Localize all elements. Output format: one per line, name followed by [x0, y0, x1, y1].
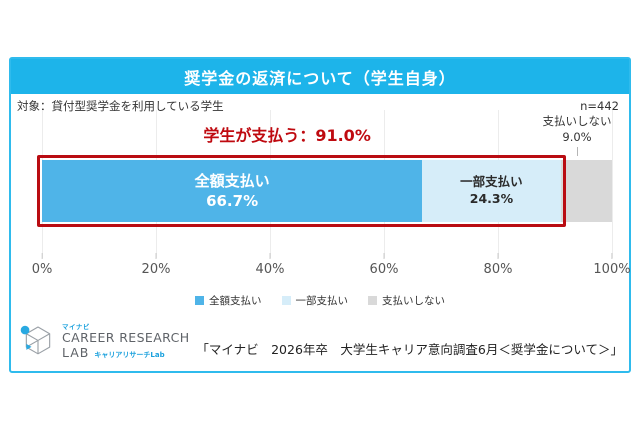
- x-tick: 60%: [369, 253, 399, 277]
- logo-sub: キャリアリサーチLab: [94, 350, 165, 359]
- no-pay-callout-value: 9.0%: [562, 129, 592, 144]
- legend-label: 一部支払い: [295, 294, 349, 307]
- x-tick: 100%: [593, 253, 631, 277]
- tick-mark: [155, 253, 157, 259]
- bar-segment-no-payment: [560, 160, 612, 222]
- legend-item: 全額支払い: [195, 293, 262, 308]
- no-pay-callout-label: 支払いしない: [542, 114, 612, 128]
- tick-mark: [497, 253, 499, 259]
- legend: 全額支払い 一部支払い 支払いしない: [11, 292, 629, 308]
- survey-card: 奨学金の返済について（学生自身） 対象：貸付型奨学金を利用している学生 n=44…: [9, 57, 631, 373]
- legend-swatch: [195, 295, 204, 305]
- x-axis: 0% 20% 40% 60% 80% 100%: [32, 253, 631, 283]
- x-tick-label: 60%: [369, 262, 399, 277]
- logo-brand: マイナビ: [62, 322, 90, 331]
- no-pay-callout: 支払いしない 9.0%: [534, 114, 620, 157]
- career-research-lab-logo-icon: [19, 321, 57, 363]
- x-tick-label: 100%: [593, 262, 631, 277]
- callout-leader-line: [576, 147, 578, 157]
- x-tick-label: 40%: [255, 262, 285, 277]
- segment-label: 全額支払い: [194, 171, 270, 190]
- x-tick-label: 80%: [483, 262, 513, 277]
- x-tick-label: 20%: [141, 262, 171, 277]
- legend-swatch: [281, 295, 291, 305]
- plot-area: 学生が支払う：91.0% 支払いしない 9.0% 全額支払い 66.7% 一部支…: [37, 110, 613, 258]
- legend-item: 支払いしない: [368, 293, 445, 308]
- logo-dot: [20, 325, 30, 335]
- bar-segment-partial-payment: 一部支払い 24.3%: [422, 160, 561, 222]
- logo-line1: CAREER RESEARCH: [62, 330, 190, 346]
- segment-value: 24.3%: [469, 191, 514, 206]
- segment-value: 66.7%: [206, 192, 259, 210]
- meta-row: 対象：貸付型奨学金を利用している学生 n=442: [17, 98, 619, 114]
- footer-logo: マイナビ CAREER RESEARCH LAB キャリアリサーチLab: [19, 321, 190, 363]
- tick-mark: [611, 253, 613, 259]
- logo-lab: LAB: [62, 344, 90, 360]
- stacked-bar: 全額支払い 66.7% 一部支払い 24.3%: [42, 160, 612, 222]
- tick-mark: [269, 253, 271, 259]
- x-tick: 40%: [255, 253, 285, 277]
- legend-label: 支払いしない: [382, 294, 445, 307]
- legend-item: 一部支払い: [281, 293, 349, 308]
- title-bar: 奨学金の返済について（学生自身）: [11, 59, 629, 94]
- x-tick: 80%: [483, 253, 513, 277]
- tick-mark: [383, 253, 385, 259]
- career-research-lab-logo-text: マイナビ CAREER RESEARCH LAB キャリアリサーチLab: [62, 322, 190, 360]
- target-note: 対象：貸付型奨学金を利用している学生: [17, 99, 224, 113]
- x-tick-label: 0%: [31, 262, 53, 277]
- highlight-annotation: 学生が支払う：91.0%: [203, 126, 371, 145]
- x-tick: 20%: [141, 253, 171, 277]
- segment-label: 一部支払い: [460, 174, 523, 190]
- legend-label: 全額支払い: [209, 294, 262, 307]
- tick-mark: [41, 253, 43, 259]
- sample-size: n=442: [580, 99, 619, 113]
- page-title: 奨学金の返済について（学生自身）: [184, 68, 456, 88]
- bar-segment-full-payment: 全額支払い 66.7%: [42, 160, 423, 222]
- legend-swatch: [368, 295, 377, 305]
- x-tick: 0%: [31, 253, 53, 277]
- source-citation: 「マイナビ 2026年卒 大学生キャリア意向調査6月＜奨学金について＞」: [196, 342, 623, 357]
